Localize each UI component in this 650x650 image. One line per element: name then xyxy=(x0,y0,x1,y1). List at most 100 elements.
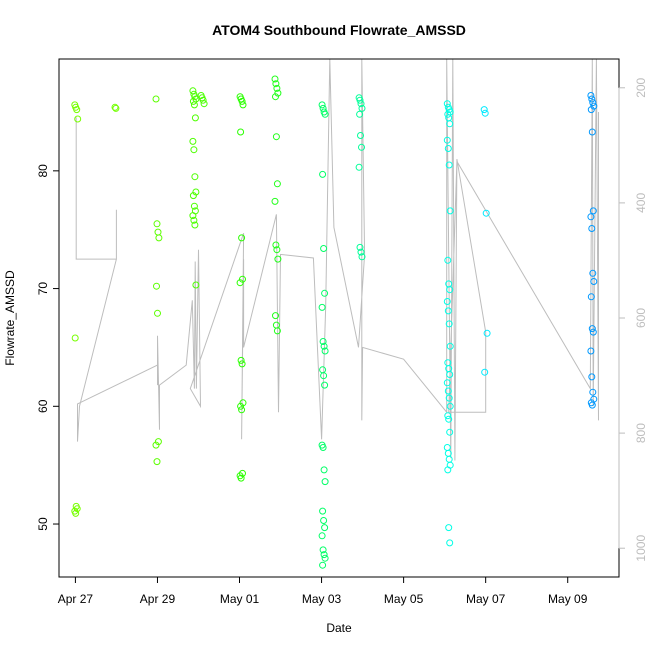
data-point xyxy=(273,84,281,92)
data-point xyxy=(444,466,452,474)
data-point xyxy=(446,120,454,128)
data-point xyxy=(190,101,198,109)
data-point xyxy=(237,402,245,410)
data-point xyxy=(320,342,328,350)
data-point xyxy=(444,110,452,118)
data-point xyxy=(190,202,198,210)
data-point xyxy=(319,170,327,178)
data-point xyxy=(238,97,246,105)
data-point xyxy=(356,96,364,104)
data-point xyxy=(73,505,81,513)
data-point xyxy=(74,115,82,123)
data-point xyxy=(152,441,160,449)
right-tick-label: 1000 xyxy=(634,535,648,562)
data-point xyxy=(588,95,596,103)
data-point xyxy=(191,173,199,181)
data-point xyxy=(321,554,329,562)
data-point xyxy=(589,328,597,336)
data-point xyxy=(199,96,207,104)
data-point xyxy=(273,327,281,335)
data-point xyxy=(320,245,328,252)
data-point xyxy=(271,75,279,83)
data-point xyxy=(589,99,597,107)
data-point xyxy=(237,128,245,136)
data-point xyxy=(191,221,199,229)
data-point xyxy=(356,110,364,118)
x-axis-label: Date xyxy=(326,621,352,635)
data-point xyxy=(446,402,454,410)
series-layer xyxy=(71,58,599,569)
data-point xyxy=(189,212,197,220)
data-point xyxy=(319,561,327,569)
data-point xyxy=(355,163,363,171)
data-point xyxy=(153,282,160,290)
data-point xyxy=(588,401,596,409)
data-point xyxy=(272,80,280,88)
data-point xyxy=(445,415,453,423)
data-point xyxy=(239,469,246,477)
data-point xyxy=(318,101,326,109)
data-point xyxy=(587,92,595,99)
data-point xyxy=(321,381,329,389)
chart-title: ATOM4 Southbound Flowrate_AMSSD xyxy=(212,22,466,38)
x-tick-label: May 03 xyxy=(302,592,342,606)
data-point xyxy=(318,532,326,540)
data-point xyxy=(321,524,329,532)
data-point xyxy=(446,428,454,436)
data-point xyxy=(589,388,597,396)
data-point xyxy=(318,303,326,311)
data-point xyxy=(273,180,281,188)
data-point xyxy=(190,216,198,224)
data-point xyxy=(271,197,279,205)
data-point xyxy=(272,312,279,320)
data-point xyxy=(358,143,365,151)
data-point xyxy=(357,100,365,108)
data-point xyxy=(481,368,489,376)
data-point xyxy=(189,192,197,200)
data-point xyxy=(443,379,451,387)
data-point xyxy=(274,255,282,263)
data-point xyxy=(274,89,282,97)
data-point xyxy=(236,279,244,287)
data-point xyxy=(320,517,328,524)
data-point xyxy=(588,373,596,381)
data-point xyxy=(238,406,246,414)
data-point xyxy=(588,225,596,232)
data-point xyxy=(155,234,163,242)
data-point xyxy=(72,509,80,517)
data-point xyxy=(587,293,595,301)
data-point xyxy=(443,444,451,451)
data-point xyxy=(480,106,488,114)
data-point xyxy=(482,209,490,217)
data-point xyxy=(319,507,327,515)
data-point xyxy=(444,412,452,420)
data-point xyxy=(189,137,197,145)
data-point xyxy=(237,356,245,364)
data-point xyxy=(239,101,247,109)
data-point xyxy=(443,136,451,144)
data-point xyxy=(481,109,489,117)
data-point xyxy=(154,438,162,446)
data-point xyxy=(590,278,598,285)
data-point xyxy=(445,524,453,532)
data-point xyxy=(444,307,452,315)
data-point xyxy=(272,321,280,329)
data-point xyxy=(189,97,197,105)
right-axis: 200 400 600 800 1000 xyxy=(618,77,648,562)
data-point xyxy=(357,248,365,256)
data-point xyxy=(589,207,597,215)
data-point xyxy=(319,546,327,554)
data-point xyxy=(273,246,281,254)
data-point xyxy=(319,104,327,112)
data-point xyxy=(358,253,366,261)
data-point xyxy=(445,161,453,169)
data-point xyxy=(444,256,452,264)
data-point xyxy=(153,220,161,228)
data-point xyxy=(587,106,595,114)
y-axis: 50 60 70 80 xyxy=(36,164,60,531)
x-tick-label: May 07 xyxy=(466,592,506,606)
data-point xyxy=(446,371,454,378)
data-point xyxy=(587,213,595,221)
data-point xyxy=(588,325,596,333)
data-point xyxy=(446,207,454,215)
